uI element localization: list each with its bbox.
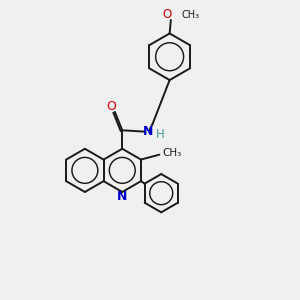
Text: CH₃: CH₃	[181, 10, 199, 20]
Text: O: O	[163, 8, 172, 21]
Text: N: N	[117, 190, 128, 203]
Text: CH₃: CH₃	[162, 148, 182, 158]
Text: O: O	[106, 100, 116, 113]
Text: H: H	[156, 128, 165, 141]
Text: N: N	[143, 125, 153, 138]
